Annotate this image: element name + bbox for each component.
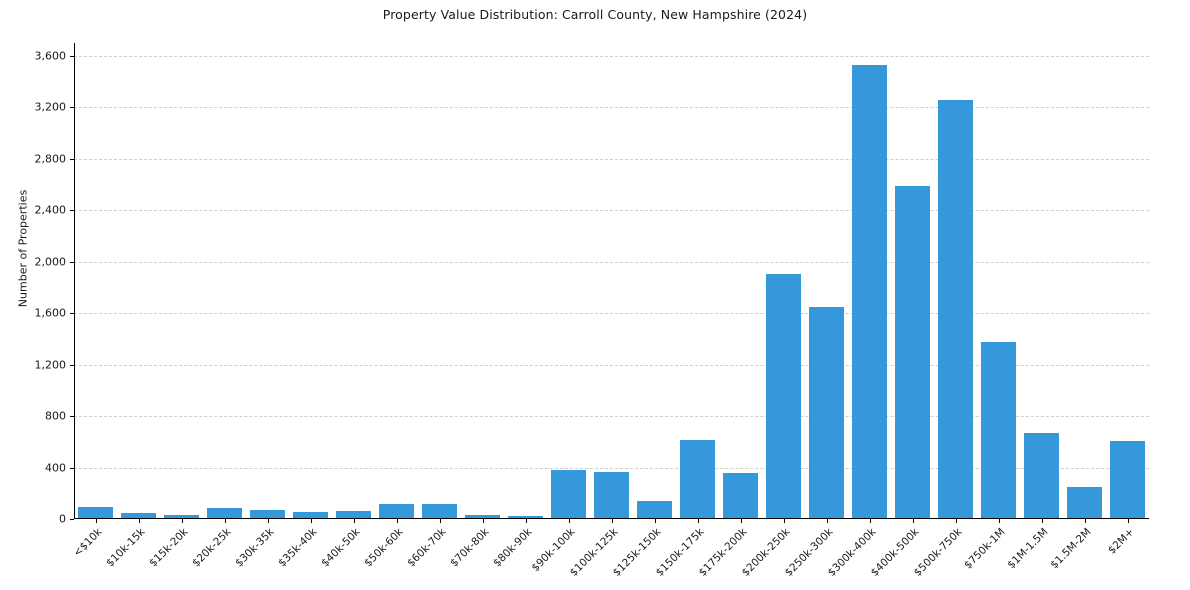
bar[interactable] (379, 503, 414, 518)
x-tick-mark (912, 519, 914, 523)
bar[interactable] (766, 273, 801, 518)
x-tick-mark (1084, 519, 1086, 523)
y-tick-mark (70, 55, 74, 57)
y-tick-label: 0 (59, 512, 66, 526)
gridline (74, 55, 1149, 57)
plot-area (70, 43, 1149, 523)
x-tick-mark (1041, 519, 1043, 523)
x-tick-mark (396, 519, 398, 523)
bar[interactable] (1067, 487, 1102, 518)
bar[interactable] (809, 307, 844, 518)
y-axis-spine (74, 43, 75, 519)
x-tick-mark (697, 519, 699, 523)
y-tick-mark (70, 519, 74, 520)
bar[interactable] (78, 507, 113, 518)
bar[interactable] (723, 472, 758, 518)
bar[interactable] (465, 514, 500, 518)
x-tick-mark (525, 519, 527, 523)
x-tick-mark (998, 519, 1000, 523)
bar[interactable] (551, 470, 586, 518)
y-tick-label: 2,800 (34, 152, 67, 166)
y-tick-mark (70, 158, 74, 160)
bar[interactable] (1024, 433, 1059, 518)
x-tick-mark (138, 519, 140, 523)
x-tick-mark (826, 519, 828, 523)
y-tick-label: 1,200 (34, 358, 67, 372)
x-tick-mark (267, 519, 269, 523)
bar[interactable] (164, 514, 199, 518)
bar[interactable] (293, 511, 328, 518)
gridline (74, 107, 1149, 109)
x-tick-mark (654, 519, 656, 523)
bar[interactable] (938, 99, 973, 518)
bar[interactable] (422, 503, 457, 518)
x-tick-mark (740, 519, 742, 523)
x-tick-mark (310, 519, 312, 523)
bar[interactable] (121, 512, 156, 518)
bar[interactable] (895, 186, 930, 518)
y-tick-label: 400 (45, 461, 66, 475)
y-tick-mark (70, 364, 74, 366)
x-tick-mark (95, 519, 97, 523)
y-tick-mark (70, 467, 74, 469)
chart-title: Property Value Distribution: Carroll Cou… (382, 7, 808, 22)
x-tick-mark (611, 519, 613, 523)
bar[interactable] (250, 509, 285, 518)
bar[interactable] (207, 508, 242, 518)
y-tick-label: 2,000 (34, 255, 67, 269)
bar[interactable] (508, 516, 543, 518)
gridline (74, 467, 1149, 469)
x-tick-mark (353, 519, 355, 523)
x-tick-mark (783, 519, 785, 523)
gridline (74, 416, 1149, 418)
bar[interactable] (852, 65, 887, 518)
x-tick-mark (181, 519, 183, 523)
x-tick-mark (568, 519, 570, 523)
bar[interactable] (680, 439, 715, 518)
x-tick-mark (955, 519, 957, 523)
gridline (74, 313, 1149, 315)
gridline (74, 261, 1149, 263)
bar[interactable] (594, 471, 629, 518)
y-tick-mark (70, 313, 74, 315)
y-tick-mark (70, 210, 74, 212)
x-tick-mark (224, 519, 226, 523)
x-axis-spine (74, 518, 1149, 519)
gridline (74, 364, 1149, 366)
x-tick-mark (869, 519, 871, 523)
y-tick-label: 2,400 (34, 203, 67, 217)
y-tick-mark (70, 261, 74, 263)
y-tick-label: 3,600 (34, 49, 67, 63)
x-tick-mark (439, 519, 441, 523)
y-tick-mark (70, 107, 74, 109)
bar[interactable] (637, 501, 672, 518)
y-axis-label: Number of Properties (16, 189, 30, 308)
x-tick-mark (1127, 519, 1129, 523)
y-tick-mark (70, 416, 74, 418)
bar[interactable] (981, 341, 1016, 518)
x-tick-mark (482, 519, 484, 523)
y-tick-label: 3,200 (34, 100, 67, 114)
y-tick-label: 800 (45, 409, 66, 423)
bar[interactable] (336, 510, 371, 518)
y-tick-label: 1,600 (34, 306, 67, 320)
bar[interactable] (1110, 440, 1145, 518)
gridline (74, 210, 1149, 212)
gridline (74, 158, 1149, 160)
